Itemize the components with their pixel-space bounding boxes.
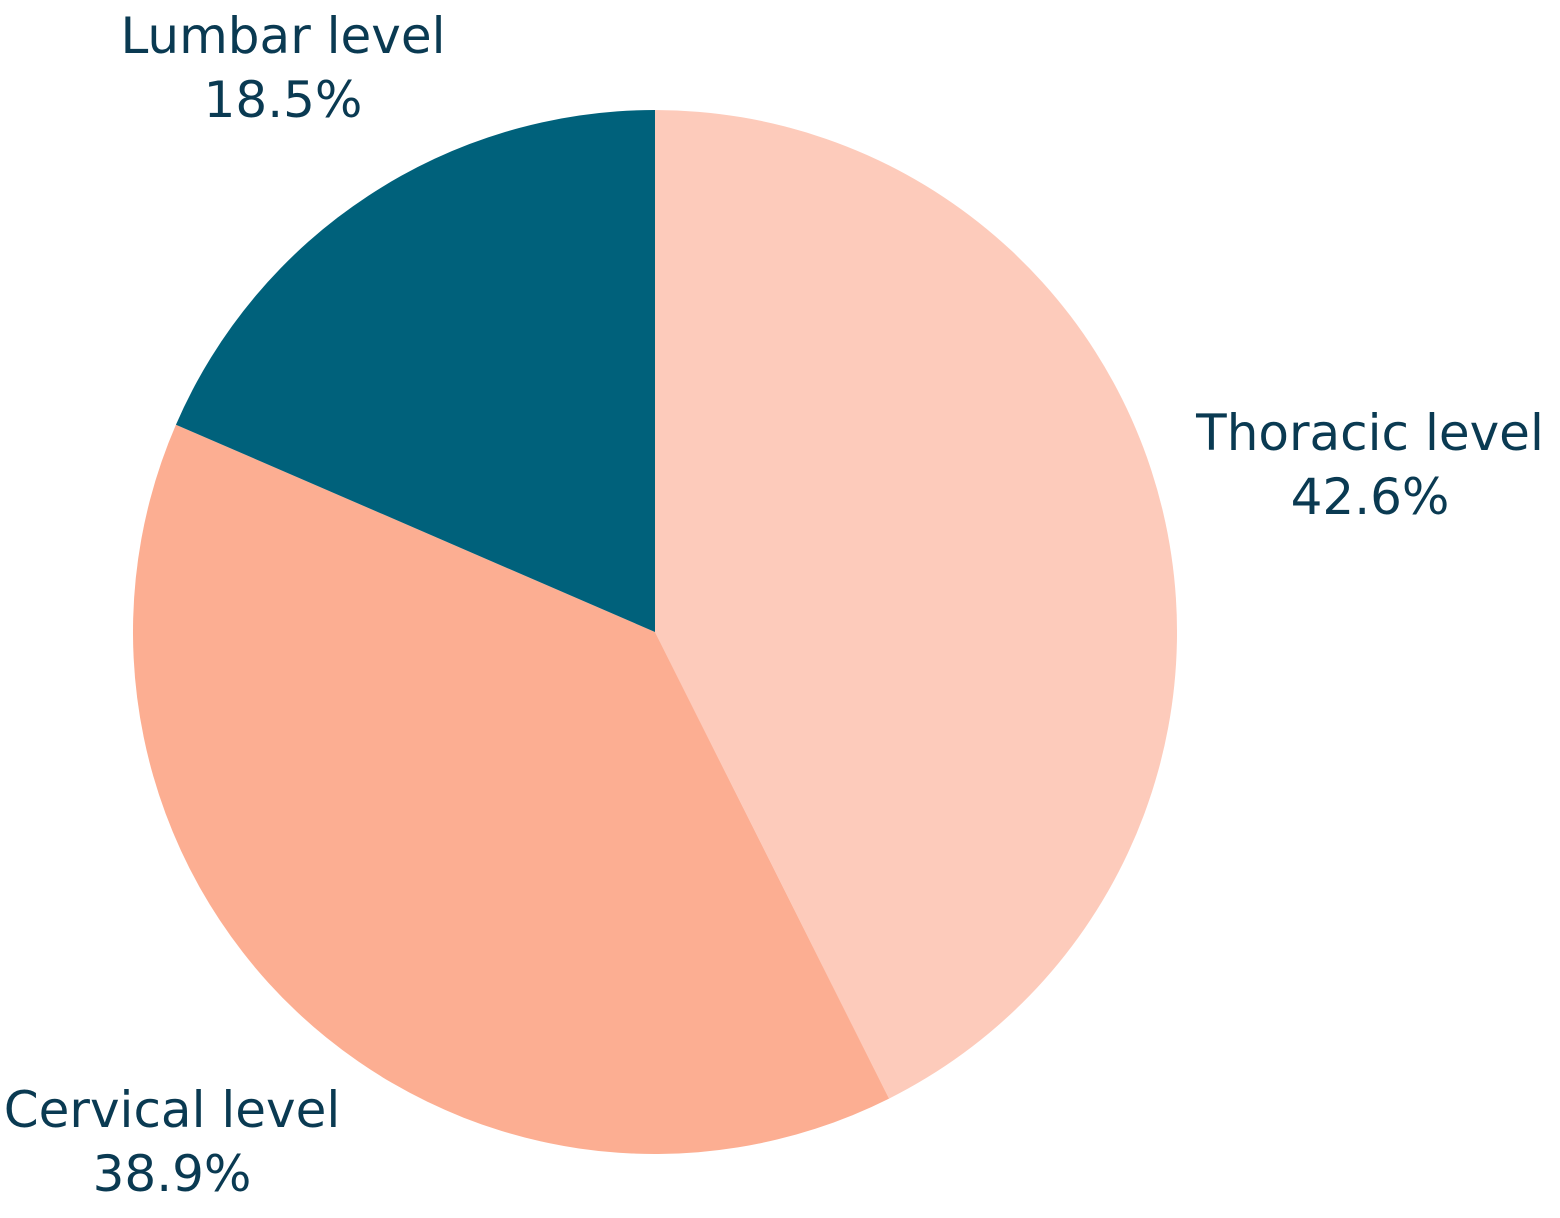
- slice-value-thoracic-level: 42.6%: [1291, 468, 1450, 526]
- pie-slice-thoracic-level: [655, 110, 1178, 1099]
- slice-value-cervical-level: 38.9%: [93, 1145, 252, 1203]
- slices-layer: [132, 110, 1178, 1155]
- slice-value-lumbar-level: 18.5%: [204, 71, 363, 129]
- pie-slice-cervical-level: [132, 424, 890, 1155]
- slice-label-lumbar-level: Lumbar level: [120, 7, 445, 65]
- pie-slice-lumbar-level: [175, 110, 655, 632]
- labels-layer: Thoracic level 42.6% Cervical level 38.9% Lu…: [4, 7, 1544, 1203]
- slice-label-thoracic-level: Thoracic level: [1195, 404, 1544, 462]
- slice-label-cervical-level: Cervical level: [4, 1081, 341, 1139]
